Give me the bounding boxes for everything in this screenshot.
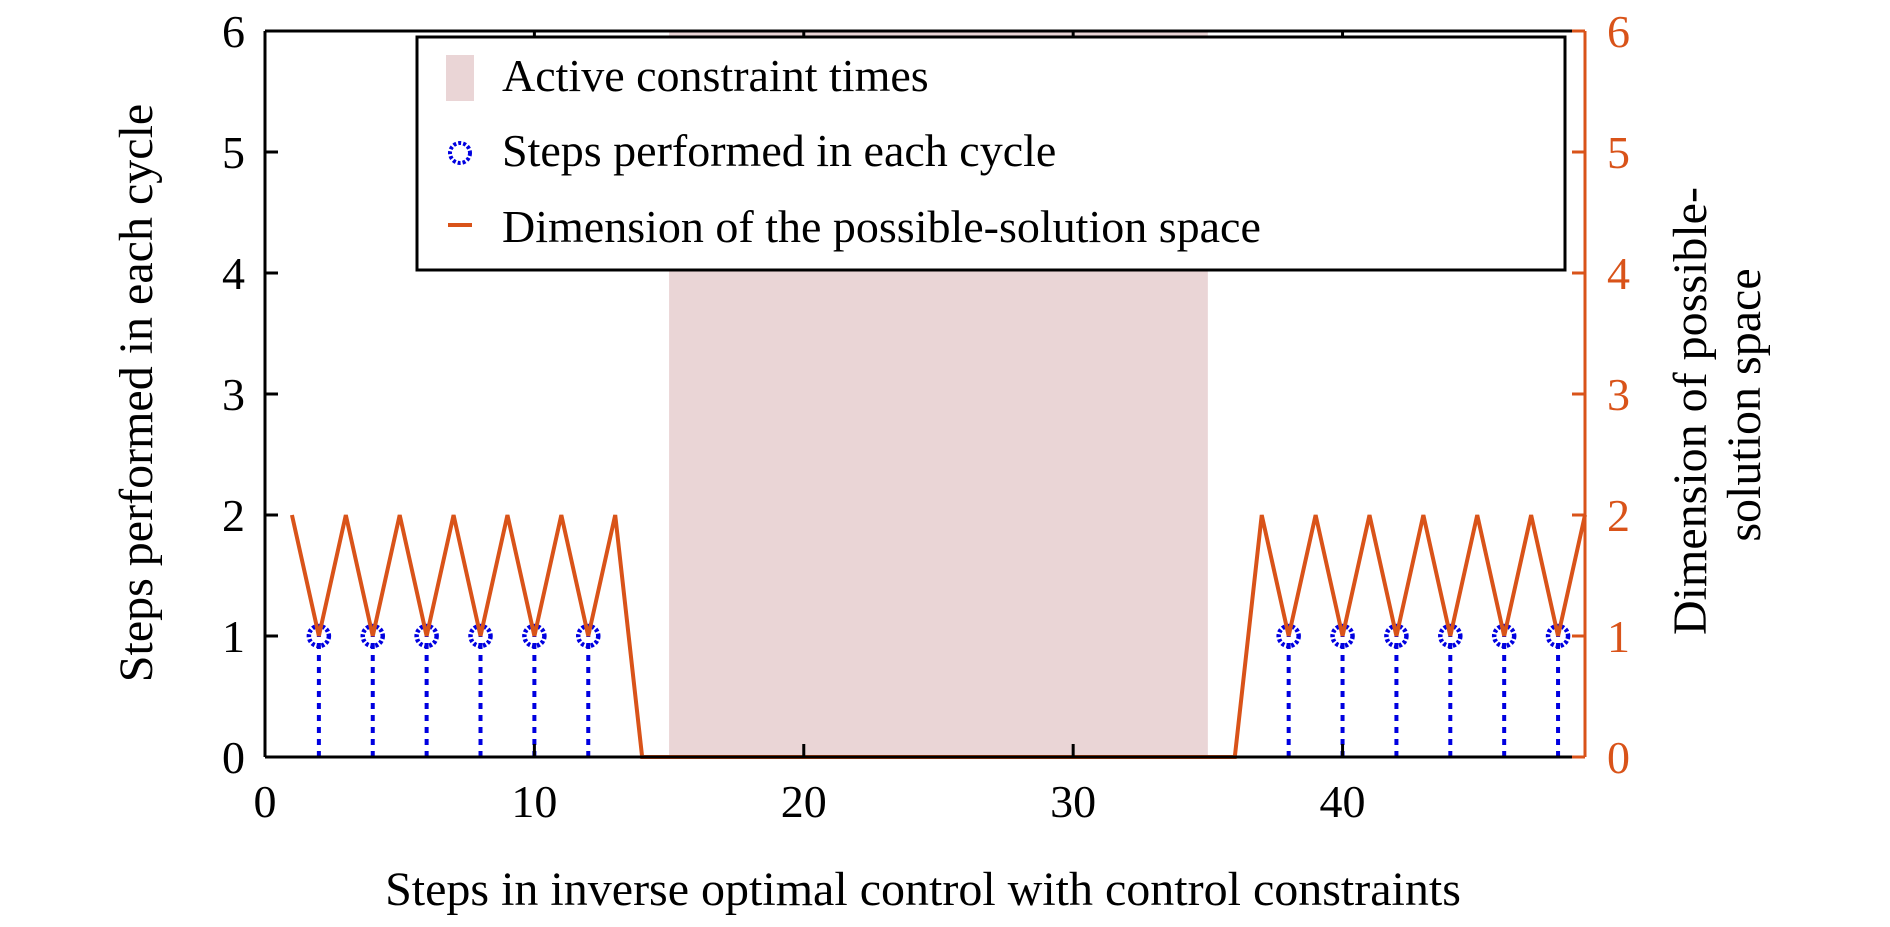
left-y-axis-title: Steps performed in each cycle (110, 104, 163, 682)
stem-marker (360, 623, 386, 649)
legend-constraint-label: Active constraint times (502, 50, 929, 101)
legend-dimension-label: Dimension of the possible-solution space (502, 201, 1261, 252)
legend-steps-label: Steps performed in each cycle (502, 125, 1056, 176)
right-y-tick-label: 6 (1607, 6, 1630, 57)
stem-marker (576, 623, 601, 649)
x-tick-label: 30 (1050, 776, 1096, 827)
left-y-tick-label: 3 (222, 369, 245, 420)
stem-marker (1438, 623, 1463, 649)
stem-marker (1330, 623, 1355, 649)
right-y-axis-title-line-1: Dimension of possible- (1664, 187, 1717, 635)
legend-box (415, 35, 1567, 272)
right-y-tick-label: 0 (1607, 732, 1630, 783)
right-y-axis-title-line-2: solution space (1718, 268, 1771, 541)
stem-marker (306, 623, 332, 649)
legend: Active constraint times Steps performed … (415, 35, 1567, 272)
left-y-tick-label: 6 (222, 6, 245, 57)
right-y-tick-label: 4 (1607, 248, 1630, 299)
stem-marker (468, 623, 493, 649)
left-y-tick-label: 2 (222, 490, 245, 541)
legend-constraint-swatch (446, 55, 474, 101)
left-y-tick-label: 5 (222, 127, 245, 178)
stem-marker (1545, 623, 1571, 649)
legend-steps-marker (448, 141, 472, 165)
x-tick-label: 40 (1320, 776, 1366, 827)
stem-marker (1276, 623, 1301, 649)
right-y-tick-label: 2 (1607, 490, 1630, 541)
right-y-tick-label: 3 (1607, 369, 1630, 420)
right-y-tick-label: 5 (1607, 127, 1630, 178)
stem-marker (522, 623, 547, 649)
x-tick-label: 0 (254, 776, 277, 827)
right-y-tick-label: 1 (1607, 611, 1630, 662)
right-y-axis-title: Dimension of possible- solution space (1664, 175, 1771, 635)
left-y-tick-label: 1 (222, 611, 245, 662)
stem-marker (1384, 623, 1409, 649)
x-axis-title: Steps in inverse optimal control with co… (385, 863, 1461, 916)
stem-series-layer (306, 623, 1571, 757)
stem-marker (1491, 623, 1517, 649)
x-tick-label: 10 (511, 776, 557, 827)
x-tick-label: 20 (781, 776, 827, 827)
ticks-layer: 0 10 20 30 40 0 1 2 3 4 5 6 0 1 2 3 4 5 6 (222, 6, 1630, 827)
left-y-tick-label: 0 (222, 732, 245, 783)
left-y-tick-label: 4 (222, 248, 245, 299)
stem-marker (414, 623, 439, 649)
